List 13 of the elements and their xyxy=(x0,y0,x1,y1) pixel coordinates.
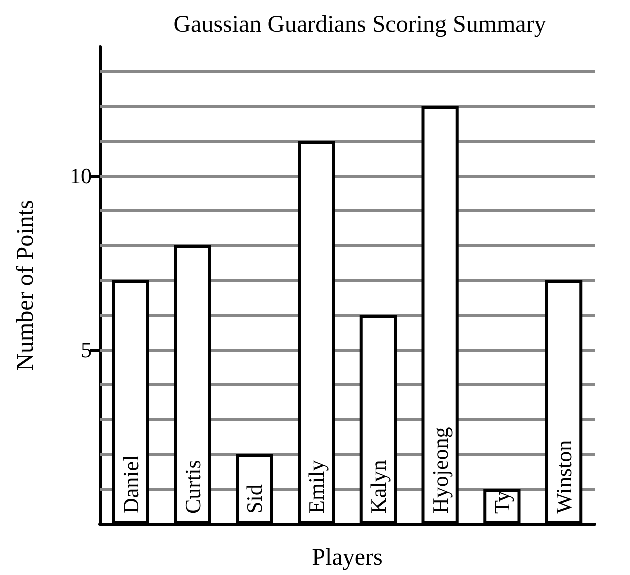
x-axis-title: Players xyxy=(312,545,383,571)
y-axis-title: Number of Points xyxy=(13,200,39,371)
x-tick-label: Curtis xyxy=(180,460,206,514)
x-tick-label: Emily xyxy=(304,460,330,514)
y-tick-label: 5 xyxy=(81,337,92,362)
chart-title: Gaussian Guardians Scoring Summary xyxy=(174,12,546,38)
y-tick-label: 10 xyxy=(70,163,92,188)
x-tick-label: Ty xyxy=(490,491,515,514)
x-tick-label: Daniel xyxy=(118,455,144,514)
x-tick-label: Sid xyxy=(242,484,268,514)
x-tick-label: Hyojeong xyxy=(428,427,453,514)
x-tick-label: Kalyn xyxy=(366,460,391,514)
x-tick-label: Winston xyxy=(552,440,577,514)
